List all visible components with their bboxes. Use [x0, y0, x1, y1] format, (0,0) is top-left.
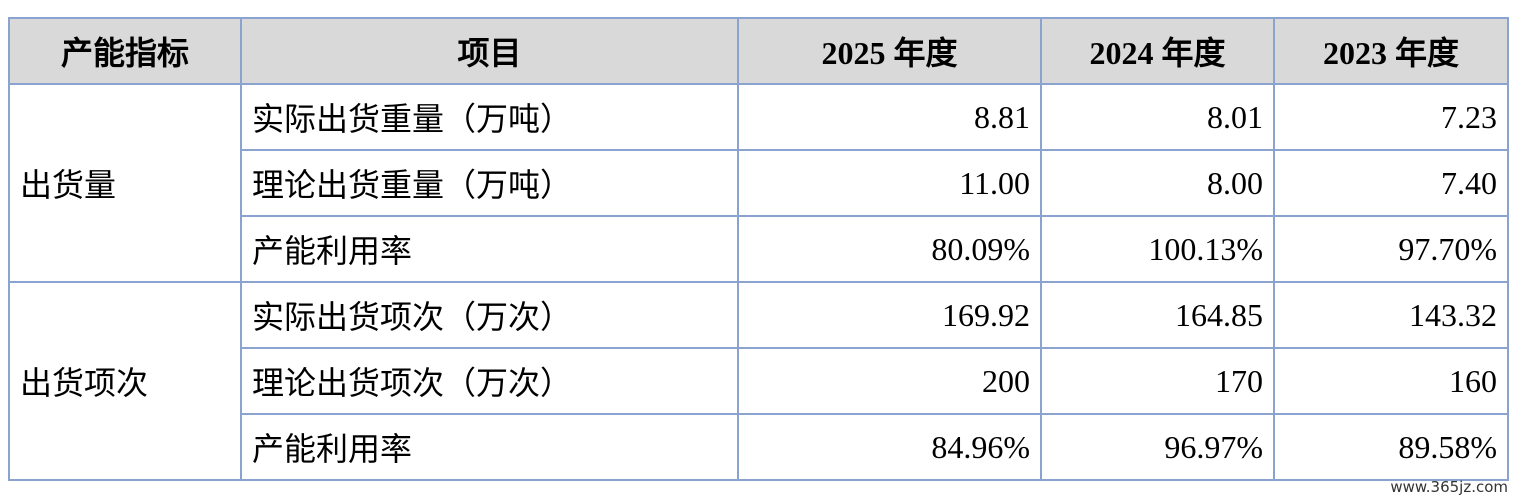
- value-cell: 84.96%: [737, 413, 1042, 481]
- value-cell: 8.01: [1040, 83, 1275, 151]
- value-cell: 7.23: [1273, 83, 1509, 151]
- value-cell: 200: [737, 347, 1042, 415]
- capacity-table: 产能指标 项目 2025 年度 2024 年度 2023 年度 出货量 实际出货重量（万吨…: [8, 17, 1509, 481]
- watermark: www.365jz.com: [1390, 478, 1508, 496]
- table-row: 出货项次 实际出货项次（万次） 169.92 164.85 143.32: [8, 281, 1509, 481]
- header-cell: 2024 年度: [1040, 17, 1275, 85]
- value-cell: 11.00: [737, 149, 1042, 217]
- item-cell: 实际出货重量（万吨）: [240, 83, 739, 151]
- table-body: 出货量 实际出货重量（万吨） 8.81 8.01 7.23 理论出货重量（万吨） 11.00…: [8, 83, 1509, 481]
- table-row: 出货量 实际出货重量（万吨） 8.81 8.01 7.23: [8, 83, 1509, 283]
- group-label: 出货项次: [8, 281, 242, 481]
- value-cell: 160: [1273, 347, 1509, 415]
- value-cell: 96.97%: [1040, 413, 1275, 481]
- header-cell: 产能指标: [8, 17, 242, 85]
- value-cell: 169.92: [737, 281, 1042, 349]
- value-cell: 7.40: [1273, 149, 1509, 217]
- table-row: 理论出货项次（万次） 200 170 160: [9, 347, 1509, 415]
- value-cell: 80.09%: [737, 215, 1042, 283]
- item-cell: 实际出货项次（万次）: [240, 281, 739, 349]
- item-cell: 理论出货项次（万次）: [240, 347, 739, 415]
- table-row: 产能利用率 84.96% 96.97% 89.58%: [9, 413, 1509, 481]
- value-cell: 8.81: [737, 83, 1042, 151]
- value-cell: 89.58%: [1273, 413, 1509, 481]
- value-cell: 8.00: [1040, 149, 1275, 217]
- header-cell: 2025 年度: [737, 17, 1042, 85]
- header-row: 产能指标 项目 2025 年度 2024 年度 2023 年度: [8, 17, 1509, 85]
- header-cell: 项目: [240, 17, 739, 85]
- header-cell: 2023 年度: [1273, 17, 1509, 85]
- group-label: 出货量: [8, 83, 242, 283]
- value-cell: 100.13%: [1040, 215, 1275, 283]
- table-row: 产能利用率 80.09% 100.13% 97.70%: [9, 215, 1509, 283]
- value-cell: 170: [1040, 347, 1275, 415]
- item-cell: 理论出货重量（万吨）: [240, 149, 739, 217]
- item-cell: 产能利用率: [240, 215, 739, 283]
- value-cell: 143.32: [1273, 281, 1509, 349]
- value-cell: 97.70%: [1273, 215, 1509, 283]
- item-cell: 产能利用率: [240, 413, 739, 481]
- value-cell: 164.85: [1040, 281, 1275, 349]
- table-row: 理论出货重量（万吨） 11.00 8.00 7.40: [9, 149, 1509, 217]
